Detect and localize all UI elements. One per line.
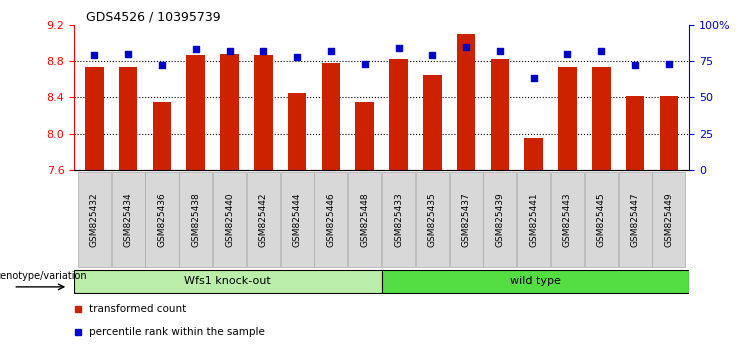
FancyBboxPatch shape xyxy=(517,172,551,267)
Text: GSM825448: GSM825448 xyxy=(360,192,369,247)
Text: genotype/variation: genotype/variation xyxy=(0,271,87,281)
Bar xyxy=(119,67,138,170)
FancyBboxPatch shape xyxy=(74,270,382,292)
Point xyxy=(88,52,100,58)
Bar xyxy=(525,138,543,170)
Text: GSM825435: GSM825435 xyxy=(428,192,436,247)
Text: GDS4526 / 10395739: GDS4526 / 10395739 xyxy=(87,11,221,24)
Bar xyxy=(153,102,171,170)
Text: GSM825438: GSM825438 xyxy=(191,192,200,247)
Text: GSM825445: GSM825445 xyxy=(597,192,606,247)
FancyBboxPatch shape xyxy=(213,172,246,267)
Point xyxy=(291,54,303,59)
Text: wild type: wild type xyxy=(510,276,561,286)
Point xyxy=(460,44,472,50)
Point xyxy=(663,61,675,67)
FancyBboxPatch shape xyxy=(78,172,111,267)
Point xyxy=(190,47,202,52)
Text: GSM825437: GSM825437 xyxy=(462,192,471,247)
FancyBboxPatch shape xyxy=(483,172,516,267)
FancyBboxPatch shape xyxy=(348,172,382,267)
Text: GSM825433: GSM825433 xyxy=(394,192,403,247)
FancyBboxPatch shape xyxy=(382,172,415,267)
Point xyxy=(528,76,539,81)
Text: GSM825446: GSM825446 xyxy=(327,192,336,247)
Text: GSM825436: GSM825436 xyxy=(157,192,167,247)
Text: GSM825442: GSM825442 xyxy=(259,192,268,247)
Bar xyxy=(491,59,509,170)
Point xyxy=(595,48,607,54)
Point xyxy=(325,48,337,54)
Point xyxy=(494,48,506,54)
Point xyxy=(257,48,269,54)
Text: Wfs1 knock-out: Wfs1 knock-out xyxy=(185,276,271,286)
Bar xyxy=(592,67,611,170)
Bar xyxy=(85,67,104,170)
Point xyxy=(562,51,574,57)
Point xyxy=(629,63,641,68)
FancyBboxPatch shape xyxy=(247,172,280,267)
Point xyxy=(393,45,405,51)
FancyBboxPatch shape xyxy=(585,172,618,267)
Text: GSM825440: GSM825440 xyxy=(225,192,234,247)
FancyBboxPatch shape xyxy=(112,172,144,267)
Point xyxy=(426,52,438,58)
Bar xyxy=(356,102,374,170)
Bar xyxy=(187,55,205,170)
Bar xyxy=(558,67,576,170)
Text: GSM825444: GSM825444 xyxy=(293,192,302,247)
FancyBboxPatch shape xyxy=(416,172,449,267)
Bar xyxy=(389,59,408,170)
FancyBboxPatch shape xyxy=(652,172,685,267)
Point xyxy=(359,61,370,67)
Point xyxy=(122,51,134,57)
Bar xyxy=(322,63,340,170)
FancyBboxPatch shape xyxy=(551,172,584,267)
Bar xyxy=(220,54,239,170)
Text: percentile rank within the sample: percentile rank within the sample xyxy=(89,327,265,337)
FancyBboxPatch shape xyxy=(382,270,689,292)
Point xyxy=(156,63,168,68)
FancyBboxPatch shape xyxy=(145,172,179,267)
Bar xyxy=(288,93,307,170)
FancyBboxPatch shape xyxy=(450,172,482,267)
FancyBboxPatch shape xyxy=(619,172,651,267)
FancyBboxPatch shape xyxy=(281,172,313,267)
Bar xyxy=(423,75,442,170)
FancyBboxPatch shape xyxy=(179,172,213,267)
Point xyxy=(224,48,236,54)
Text: GSM825447: GSM825447 xyxy=(631,192,639,247)
Text: GSM825443: GSM825443 xyxy=(563,192,572,247)
Bar xyxy=(254,55,273,170)
Text: GSM825434: GSM825434 xyxy=(124,192,133,247)
Text: GSM825441: GSM825441 xyxy=(529,192,538,247)
Text: GSM825439: GSM825439 xyxy=(496,192,505,247)
Text: transformed count: transformed count xyxy=(89,304,186,314)
Bar xyxy=(659,96,678,170)
Text: GSM825432: GSM825432 xyxy=(90,192,99,247)
Bar xyxy=(625,96,645,170)
Bar xyxy=(456,34,476,170)
Text: GSM825449: GSM825449 xyxy=(665,192,674,247)
FancyBboxPatch shape xyxy=(314,172,348,267)
